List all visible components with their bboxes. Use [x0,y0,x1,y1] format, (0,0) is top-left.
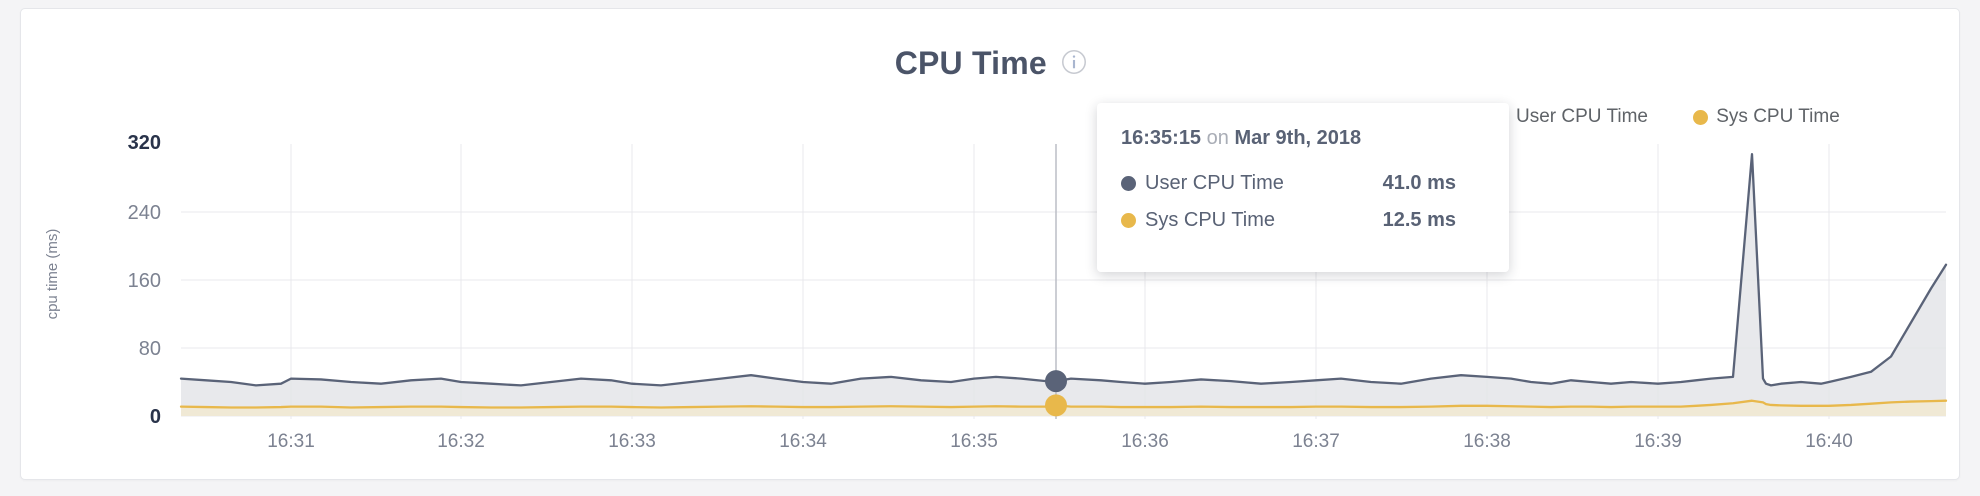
svg-text:16:35: 16:35 [950,431,998,452]
svg-text:16:39: 16:39 [1634,431,1682,452]
svg-text:0: 0 [150,406,161,428]
svg-text:80: 80 [139,338,161,360]
svg-text:320: 320 [128,132,161,154]
svg-text:16:38: 16:38 [1463,431,1511,452]
svg-text:16:34: 16:34 [779,431,827,452]
svg-text:16:31: 16:31 [267,431,315,452]
svg-text:16:40: 16:40 [1805,431,1853,452]
svg-text:16:36: 16:36 [1121,431,1169,452]
svg-text:16:33: 16:33 [608,431,656,452]
svg-text:16:37: 16:37 [1292,431,1340,452]
svg-text:160: 160 [128,270,161,292]
svg-text:240: 240 [128,202,161,224]
svg-text:16:32: 16:32 [437,431,485,452]
